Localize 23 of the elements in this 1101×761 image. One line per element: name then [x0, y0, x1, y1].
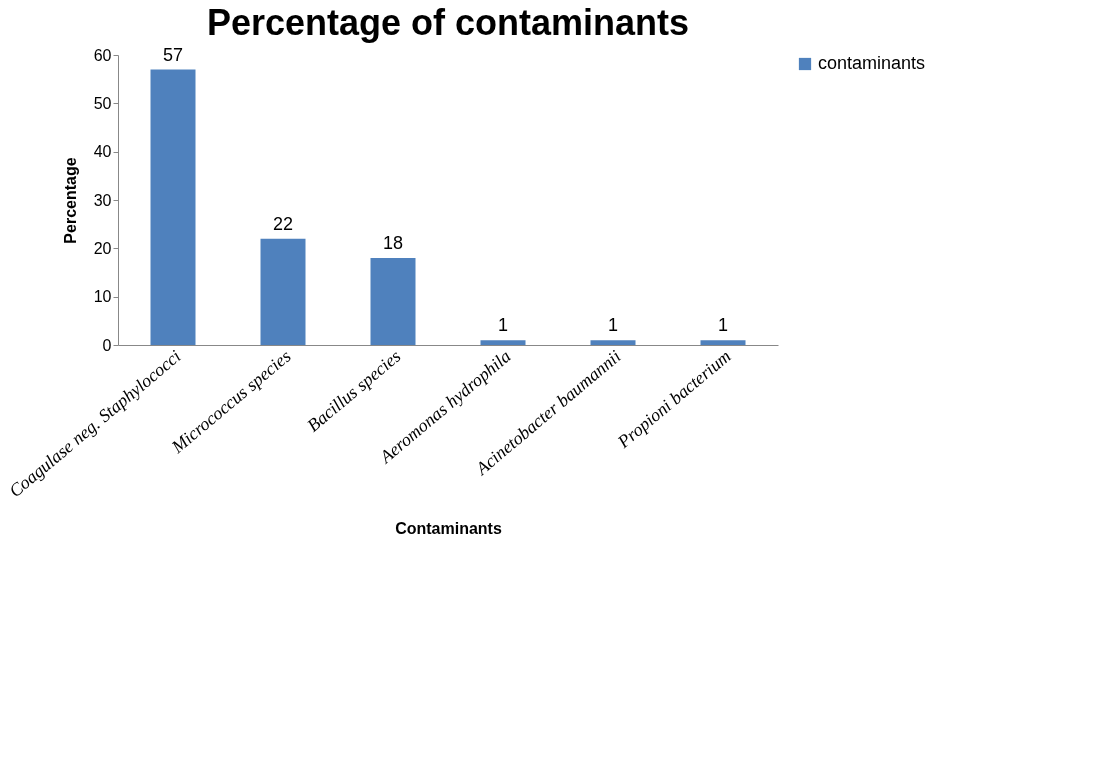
bar [590, 340, 636, 345]
data-label: 1 [607, 315, 619, 336]
y-axis-title: Percentage [61, 157, 79, 244]
bar [700, 340, 746, 345]
y-tick-label: 50 [93, 94, 112, 112]
legend-label: contaminants [818, 53, 926, 73]
data-label: 1 [497, 315, 509, 336]
y-tick-label: 30 [93, 191, 112, 209]
y-tick-label: 0 [102, 336, 112, 354]
data-label: 57 [162, 44, 184, 65]
y-tick-label: 40 [93, 143, 112, 161]
bar [150, 69, 196, 345]
chart-title: Percentage of contaminants [206, 1, 690, 43]
data-label: 1 [717, 315, 729, 336]
bar [260, 238, 306, 345]
y-tick-label: 10 [93, 288, 112, 306]
x-axis-title: Contaminants [395, 520, 502, 538]
bar [370, 258, 416, 345]
data-label: 22 [272, 213, 294, 234]
y-tick-label: 60 [93, 46, 112, 64]
bar [480, 340, 526, 345]
y-tick-label: 20 [93, 239, 112, 257]
data-label: 18 [382, 233, 404, 253]
